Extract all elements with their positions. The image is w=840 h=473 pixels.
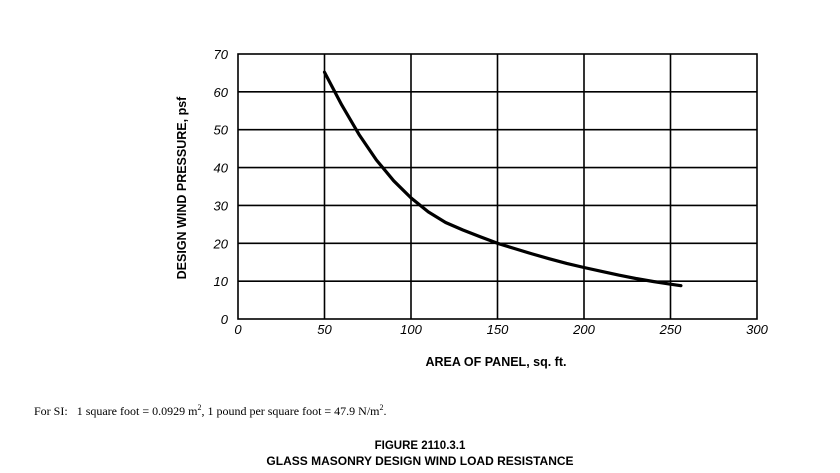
chart: 0 50 100 150 200 250 300 0 10 20 30 40 50 60 70 AREA … (175, 47, 769, 369)
x-tick-label: 50 (317, 322, 332, 337)
x-tick-label: 100 (400, 322, 422, 337)
plot-frame (237, 53, 758, 320)
note-end: . (383, 404, 387, 418)
si-conversion-note: For SI: 1 square foot = 0.0929 m2, 1 pou… (34, 403, 387, 419)
y-axis-title: DESIGN WIND PRESSURE, psf (175, 96, 189, 279)
y-tick-label: 70 (214, 47, 229, 62)
series-line (322, 70, 683, 288)
x-tick-label: 200 (572, 322, 595, 337)
note-part2: , 1 pound per square foot = 47.9 N/m (201, 404, 380, 418)
y-tick-label: 0 (221, 312, 229, 327)
note-part1: 1 square foot = 0.0929 m (76, 404, 198, 418)
y-tick-label: 30 (214, 198, 229, 213)
note-prefix: For SI: (34, 404, 68, 418)
x-tick-label: 0 (234, 322, 242, 337)
note-exp2: 2 (379, 403, 384, 412)
y-tick-label: 60 (214, 85, 229, 100)
x-tick-label: 300 (746, 322, 768, 337)
figure-number: FIGURE 2110.3.1 (374, 440, 466, 452)
y-tick-label: 10 (214, 274, 229, 289)
grid (238, 54, 757, 319)
x-axis-title: AREA OF PANEL, sq. ft. (426, 355, 567, 369)
y-tick-label: 50 (214, 123, 229, 138)
figure-title: GLASS MASONRY DESIGN WIND LOAD RESISTANC… (266, 454, 574, 468)
x-tick-label: 250 (659, 322, 682, 337)
note-exp1: 2 (197, 403, 202, 412)
y-tick-label: 20 (213, 236, 229, 251)
x-tick-labels: 0 50 100 150 200 250 300 (234, 322, 768, 337)
x-tick-label: 150 (487, 322, 509, 337)
y-tick-labels: 0 10 20 30 40 50 60 70 (213, 47, 229, 327)
y-tick-label: 40 (214, 161, 229, 176)
